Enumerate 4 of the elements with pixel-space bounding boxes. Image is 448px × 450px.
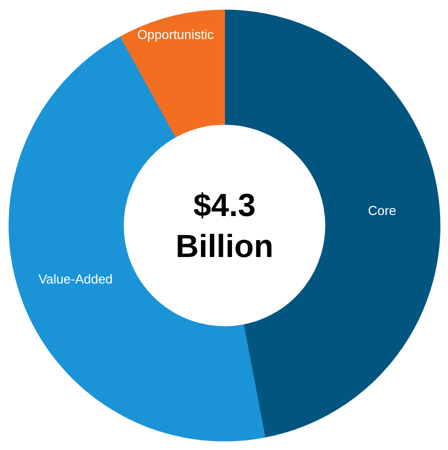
slice-label: Opportunistic <box>137 27 214 42</box>
text: $4.3 Billion <box>176 186 274 264</box>
slice-label: Core <box>368 203 396 218</box>
slice-label: Value-Added <box>38 272 113 287</box>
